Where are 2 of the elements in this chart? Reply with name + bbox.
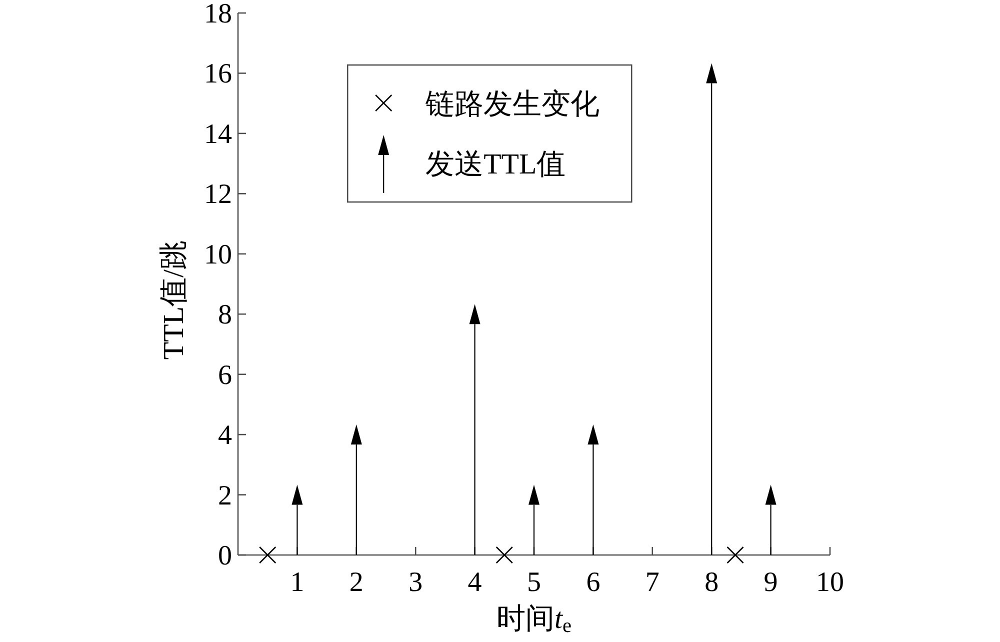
x-axis-title: 时间t$_{e}$ (496, 603, 572, 637)
y-axis-title: TTL值/跳 (158, 240, 190, 360)
